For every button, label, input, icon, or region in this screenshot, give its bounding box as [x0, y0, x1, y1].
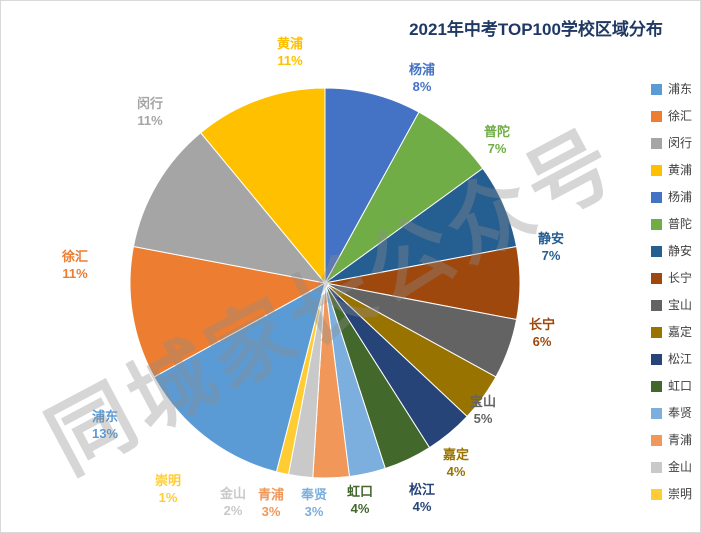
legend-item-4[interactable]: 杨浦: [651, 190, 692, 204]
legend-label: 虹口: [668, 379, 693, 393]
legend-swatch: [651, 245, 662, 257]
legend-label: 长宁: [668, 271, 693, 285]
legend-item-11[interactable]: 虹口: [651, 379, 692, 393]
legend-item-14[interactable]: 金山: [651, 460, 692, 474]
legend-label: 闵行: [668, 136, 693, 150]
legend-swatch: [651, 299, 662, 311]
legend-label: 浦东: [668, 82, 693, 96]
pie-slice-15[interactable]: [275, 282, 326, 476]
legend-label: 金山: [668, 460, 693, 474]
legend-label: 黄浦: [668, 163, 693, 177]
legend-item-0[interactable]: 浦东: [651, 82, 692, 96]
legend-label: 松江: [668, 352, 693, 366]
pie-slice-0[interactable]: [153, 282, 326, 473]
pie-slice-3[interactable]: [199, 87, 326, 285]
legend-item-3[interactable]: 黄浦: [651, 163, 692, 177]
legend-item-5[interactable]: 普陀: [651, 217, 692, 231]
legend-item-10[interactable]: 松江: [651, 352, 692, 366]
legend-item-8[interactable]: 宝山: [651, 298, 692, 312]
legend-swatch: [651, 434, 662, 446]
pie-slice-4[interactable]: [324, 87, 420, 284]
legend-item-13[interactable]: 青浦: [651, 433, 692, 447]
legend-item-1[interactable]: 徐汇: [651, 109, 692, 123]
legend-swatch: [651, 272, 662, 284]
legend-swatch: [651, 164, 662, 176]
legend-swatch: [651, 191, 662, 203]
legend-label: 宝山: [668, 298, 693, 312]
legend-label: 徐汇: [668, 109, 693, 123]
chart-title: 2021年中考TOP100学校区域分布: [409, 20, 663, 39]
legend-swatch: [651, 83, 662, 95]
legend-label: 崇明: [668, 487, 693, 501]
legend-item-6[interactable]: 静安: [651, 244, 692, 258]
legend-label: 嘉定: [668, 325, 693, 339]
legend-swatch: [651, 380, 662, 392]
legend-label: 普陀: [668, 217, 693, 231]
legend-swatch: [651, 488, 662, 500]
legend-item-9[interactable]: 嘉定: [651, 325, 692, 339]
legend-swatch: [651, 407, 662, 419]
legend-item-12[interactable]: 奉贤: [651, 406, 692, 420]
legend-label: 奉贤: [668, 406, 693, 420]
pie-slice-2[interactable]: [132, 132, 327, 284]
legend-item-15[interactable]: 崇明: [651, 487, 692, 501]
legend-label: 静安: [668, 244, 693, 258]
legend-label: 杨浦: [668, 190, 693, 204]
legend-swatch: [651, 461, 662, 473]
legend-swatch: [651, 326, 662, 338]
legend-swatch: [651, 353, 662, 365]
legend-swatch: [651, 218, 662, 230]
legend-swatch: [651, 137, 662, 149]
legend-swatch: [651, 110, 662, 122]
legend: 浦东徐汇闵行黄浦杨浦普陀静安长宁宝山嘉定松江虹口奉贤青浦金山崇明: [651, 82, 692, 501]
legend-item-2[interactable]: 闵行: [651, 136, 692, 150]
legend-item-7[interactable]: 长宁: [651, 271, 692, 285]
legend-label: 青浦: [668, 433, 693, 447]
pie-slice-1[interactable]: [129, 245, 327, 378]
